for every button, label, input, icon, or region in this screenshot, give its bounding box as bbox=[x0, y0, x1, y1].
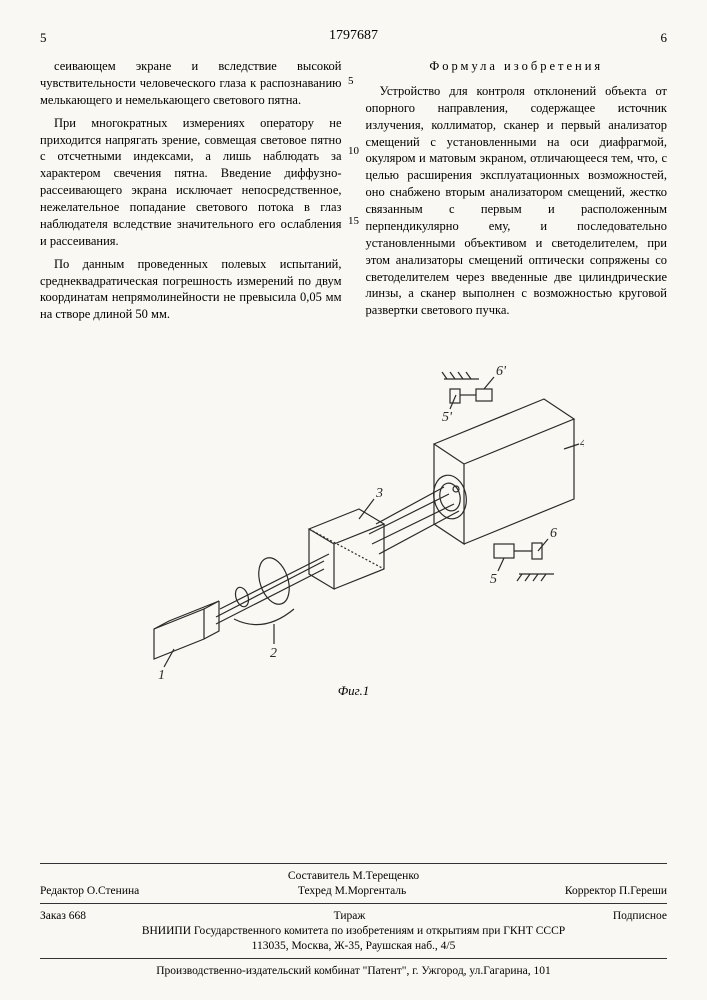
page-number-left: 5 bbox=[40, 30, 47, 46]
line-mark: 15 bbox=[348, 215, 359, 227]
figure-1: 1 2 3 4 5 6 5' 6' Фиг.1 bbox=[40, 349, 667, 699]
compiler: Составитель М.Терещенко bbox=[288, 870, 419, 882]
part-label: 6' bbox=[496, 364, 507, 379]
org-name: ВНИИПИ Государственного комитета по изоб… bbox=[40, 925, 667, 937]
paragraph: сеивающем экране и вследствие высокой чу… bbox=[40, 58, 342, 109]
line-mark: 10 bbox=[348, 145, 359, 157]
line-mark: 5 bbox=[348, 75, 359, 87]
formula-title: Формула изобретения bbox=[366, 58, 668, 75]
techred: Техред М.Моргенталь bbox=[298, 885, 406, 897]
editor: Редактор О.Стенина bbox=[40, 885, 139, 897]
footer: Составитель М.Терещенко Редактор О.Стени… bbox=[40, 857, 667, 980]
part-label: 1 bbox=[158, 668, 165, 679]
corrector: Корректор П.Гереши bbox=[565, 885, 667, 897]
page-number-right: 6 bbox=[661, 30, 668, 46]
part-label: 3 bbox=[375, 486, 383, 501]
paragraph: При многократных измерениях оператору не… bbox=[40, 115, 342, 250]
subscription: Подписное bbox=[613, 910, 667, 922]
paragraph: Устройство для контроля отклонений объек… bbox=[366, 83, 668, 319]
org-address: 113035, Москва, Ж-35, Раушская наб., 4/5 bbox=[40, 940, 667, 952]
order-number: Заказ 668 bbox=[40, 910, 86, 922]
printer-info: Производственно-издательский комбинат "П… bbox=[40, 965, 667, 977]
paragraph: По данным проведенных полевых испытаний,… bbox=[40, 256, 342, 324]
part-label: 2 bbox=[270, 646, 277, 661]
document-number: 1797687 bbox=[329, 28, 378, 44]
part-label: 5 bbox=[490, 572, 497, 587]
left-column: сеивающем экране и вследствие высокой чу… bbox=[40, 58, 342, 329]
part-label: 4 bbox=[580, 436, 584, 451]
right-column: Формула изобретения Устройство для контр… bbox=[366, 58, 668, 329]
tirazh: Тираж bbox=[334, 910, 366, 922]
part-label: 6 bbox=[550, 526, 557, 541]
part-label: 5' bbox=[442, 410, 453, 425]
figure-label: Фиг.1 bbox=[40, 683, 667, 699]
